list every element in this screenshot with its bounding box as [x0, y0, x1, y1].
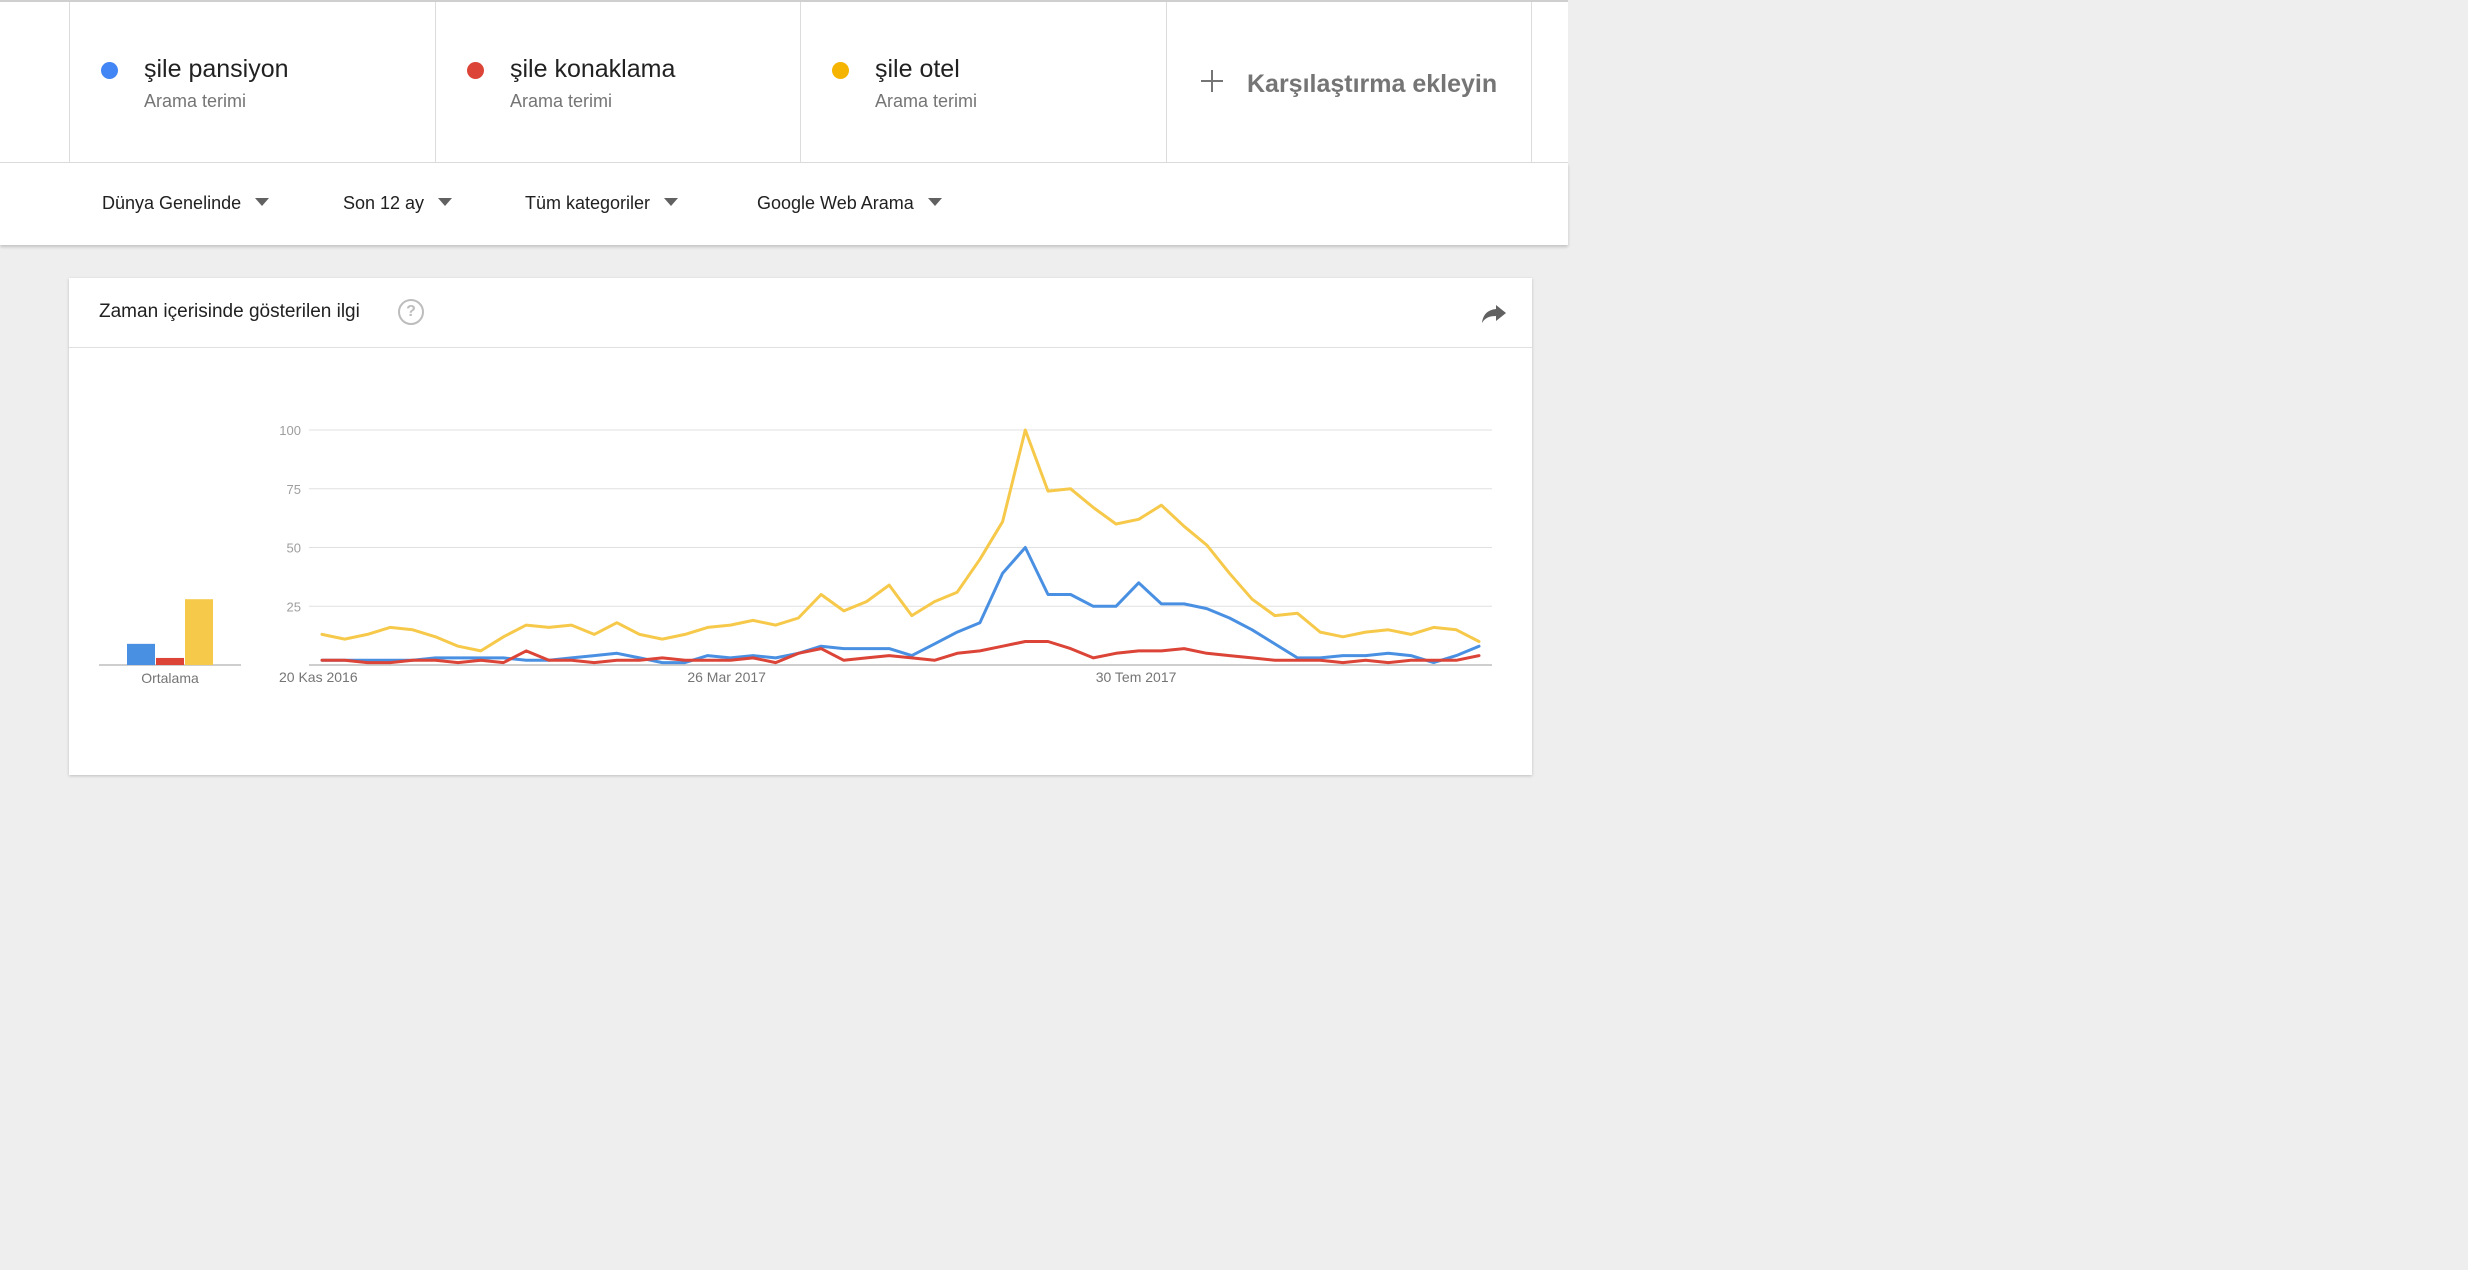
search-type-dropdown[interactable]: Google Web Arama [757, 193, 942, 214]
term-type-label: Arama terimi [875, 91, 978, 111]
x-tick-label: 20 Kas 2016 [279, 669, 358, 685]
caret-down-icon [255, 198, 270, 207]
term-name: şile konaklama [510, 55, 676, 83]
term-name: şile pansiyon [144, 55, 289, 83]
term-name: şile otel [875, 55, 960, 83]
y-tick-label: 75 [287, 482, 301, 497]
search-type-value: Google Web Arama [757, 193, 914, 213]
average-bar-1 [127, 643, 155, 665]
average-bar-3 [185, 599, 213, 665]
term-type-label: Arama terimi [144, 91, 247, 111]
term-type-label: Arama terimi [510, 91, 613, 111]
region-value: Dünya Genelinde [102, 193, 242, 213]
term-card-sile-otel[interactable]: şile otel Arama terimi [800, 2, 1166, 165]
caret-down-icon [664, 198, 679, 207]
caret-down-icon [438, 198, 453, 207]
caret-down-icon [927, 198, 942, 207]
term-color-dot [832, 62, 849, 79]
interest-chart: 25 50 75 100 20 Kas 2016 26 Mar 2017 30 Tem 20… [99, 423, 1492, 686]
add-comparison-label: Karşılaştırma ekleyin [1247, 70, 1498, 98]
x-tick-label: 30 Tem 2017 [1096, 669, 1177, 685]
interest-over-time-card: Zaman içerisinde gösterilen ilgi ? 25 50 7… [69, 278, 1532, 775]
y-tick-label: 25 [287, 599, 301, 614]
average-bar-2 [156, 657, 184, 665]
period-dropdown[interactable]: Son 12 ay [343, 193, 453, 214]
average-label: Ortalama [141, 670, 199, 686]
add-comparison-button[interactable]: Karşılaştırma ekleyin [1167, 2, 1533, 165]
series-line-3 [320, 640, 1481, 665]
plus-icon [1201, 70, 1223, 92]
term-color-dot [101, 62, 118, 79]
region-dropdown[interactable]: Dünya Genelinde [102, 193, 270, 214]
x-tick-label: 26 Mar 2017 [687, 669, 766, 685]
term-color-dot [467, 62, 484, 79]
period-value: Son 12 ay [343, 193, 425, 213]
help-icon[interactable]: ? [398, 299, 424, 325]
add-comparison-card: Karşılaştırma ekleyin [1166, 2, 1532, 165]
series-line-1 [320, 428, 1481, 653]
term-card-sile-pansiyon[interactable]: şile pansiyon Arama terimi [69, 2, 435, 165]
search-terms-bar: şile pansiyon Arama terimi şile konaklam… [0, 0, 1568, 165]
card-header: Zaman içerisinde gösterilen ilgi ? [69, 278, 1532, 348]
card-title: Zaman içerisinde gösterilen ilgi [99, 301, 360, 322]
y-tick-label: 50 [287, 541, 301, 556]
term-card-sile-konaklama[interactable]: şile konaklama Arama terimi [435, 2, 801, 165]
y-tick-label: 100 [279, 423, 301, 438]
share-icon[interactable] [1481, 303, 1507, 325]
category-value: Tüm kategoriler [525, 193, 651, 213]
series-line-2 [320, 546, 1481, 665]
category-dropdown[interactable]: Tüm kategoriler [525, 193, 679, 214]
filters-bar: Dünya Genelinde Son 12 ay Tüm kategorile… [0, 163, 1568, 245]
